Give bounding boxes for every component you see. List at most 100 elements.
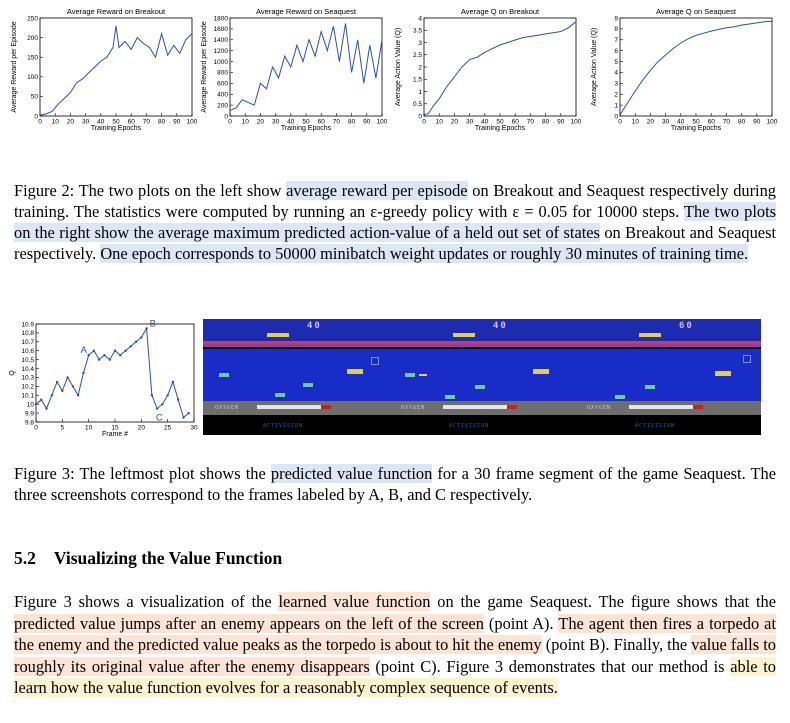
seaquest-screen-b: 40 OXYGEN ACTIVISION [389, 319, 575, 435]
highlighted-text: average reward per episode [286, 181, 468, 200]
plot-frame [229, 17, 383, 117]
y-tick-label: 400 [217, 91, 228, 98]
oxygen-bar-red [693, 405, 703, 409]
series-line [423, 21, 577, 116]
x-tick-label: 30 [466, 119, 474, 126]
oxygen-label: OXYGEN [401, 405, 426, 411]
data-point [34, 402, 38, 406]
data-point [50, 394, 53, 397]
y-tick-label: 1 [614, 102, 618, 109]
player-submarine-icon [715, 371, 731, 376]
y-tick-label: 0 [614, 113, 618, 120]
data-point [166, 394, 169, 397]
x-tick-label: 60 [318, 119, 326, 126]
y-tick-label: 3 [614, 81, 618, 88]
x-axis-label: Training Epochs [281, 125, 332, 132]
chart-breakout-reward: Average Reward on Breakout 0 10 20 30 40 50 60 7… [8, 6, 198, 134]
y-tick-label: 1800 [214, 15, 229, 22]
data-point [45, 407, 48, 410]
y-tick-label: 600 [217, 81, 228, 88]
x-tick-label: 10 [52, 119, 60, 126]
text-run: on Breakout and Seaquest respectively du… [14, 181, 776, 221]
divers-icon [453, 333, 475, 337]
chart-title: Average Reward on Seaquest [256, 7, 357, 16]
text-run: (point A). [483, 613, 559, 633]
data-point [134, 340, 138, 344]
x-tick-label: 70 [333, 119, 341, 126]
y-tick-label: 250 [27, 15, 38, 22]
text-run: (point B). Finally, the [541, 635, 692, 654]
x-tick-label: 90 [753, 119, 761, 126]
text-run: on Breakout and Seaquest respectively. [14, 223, 777, 263]
series-line [619, 20, 773, 116]
y-tick-label: 2.5 [413, 52, 422, 59]
y-tick-label: 10.3 [21, 375, 34, 382]
plot-frame [619, 17, 773, 117]
x-tick-label: 40 [481, 119, 489, 126]
y-tick-label: 4 [418, 15, 422, 22]
x-tick-label: 30 [662, 119, 670, 126]
y-tick-label: 1 [418, 89, 422, 96]
y-tick-label: 1200 [214, 48, 229, 55]
text-run: Figure 2: The two plots on the left show [14, 181, 287, 200]
y-tick-label: 50 [31, 94, 39, 101]
oxygen-bar-red [507, 405, 517, 409]
x-tick-label: 60 [128, 119, 136, 126]
y-tick-label: 150 [27, 54, 38, 61]
y-tick-label: 1000 [214, 59, 229, 66]
x-tick-label: 30 [82, 119, 90, 126]
y-tick-label: 2 [418, 64, 422, 71]
x-tick-label: 90 [557, 119, 565, 126]
y-tick-label: 6 [614, 48, 618, 55]
data-point [92, 349, 96, 352]
y-tick-label: 4 [614, 70, 618, 77]
y-tick-label: 3.5 [413, 28, 422, 35]
section-title: Visualizing the Value Function [53, 548, 283, 568]
y-axis-label: Average Action Value (Q) [591, 28, 598, 106]
x-axis-label: Frame # [102, 431, 128, 438]
x-tick-label: 80 [738, 119, 746, 126]
oxygen-bar [257, 405, 321, 409]
chart-svg-0: Average Reward on Breakout 0 10 20 30 40 50 60 7… [11, 7, 198, 132]
y-tick-label: 10.2 [21, 384, 34, 391]
y-tick-label: 10.9 [21, 321, 34, 328]
section-number: 5.2 [14, 548, 36, 568]
surface-band [575, 344, 761, 347]
y-tick-label: 1600 [214, 26, 229, 33]
x-tick-label: 40 [287, 119, 295, 126]
annotation-label: B [150, 318, 156, 329]
x-tick-label: 10 [242, 119, 250, 126]
chart-title: Average Q on Breakout [461, 7, 540, 16]
score: 40 [307, 321, 322, 331]
x-tick-label: 20 [647, 119, 655, 126]
oxygen-label: OXYGEN [215, 405, 240, 411]
y-tick-label: 5 [614, 59, 618, 66]
highlighted-text: One epoch corresponds to 50000 minibatch… [100, 244, 749, 263]
series-line [39, 25, 193, 116]
x-tick-label: 40 [97, 119, 105, 126]
y-tick-label: 10.8 [21, 330, 34, 337]
data-point [76, 394, 80, 397]
text-run: (point C). Figure 3 demonstrates that ou… [369, 656, 731, 676]
data-point [113, 349, 117, 352]
x-axis-label: Training Epochs [91, 125, 142, 132]
x-tick-label: 5 [61, 425, 65, 432]
score: 40 [493, 321, 508, 331]
x-tick-label: 80 [158, 119, 166, 126]
y-tick-label: 1400 [214, 37, 229, 44]
y-tick-label: 0 [418, 113, 422, 120]
data-point [129, 345, 132, 348]
x-tick-label: 50 [302, 119, 310, 126]
x-tick-label: 90 [363, 119, 371, 126]
y-tick-label: 9.9 [25, 410, 34, 417]
seaquest-screen-a: 40 OXYGEN ACTIVISION [203, 319, 389, 435]
x-tick-label: 70 [723, 119, 731, 126]
x-tick-label: 25 [164, 425, 172, 432]
shark-icon [303, 383, 313, 387]
x-tick-label: 40 [677, 119, 685, 126]
chart-seaquest-reward: Average Reward on Seaquest 0 10 20 30 40 50 60 7… [198, 6, 388, 134]
text-run: Figure 3 shows a visualization of the [14, 592, 279, 611]
text-run: Figure 3: The leftmost plot shows the [14, 464, 271, 483]
x-tick-label: 100 [187, 119, 198, 126]
x-tick-label: 0 [228, 119, 232, 126]
